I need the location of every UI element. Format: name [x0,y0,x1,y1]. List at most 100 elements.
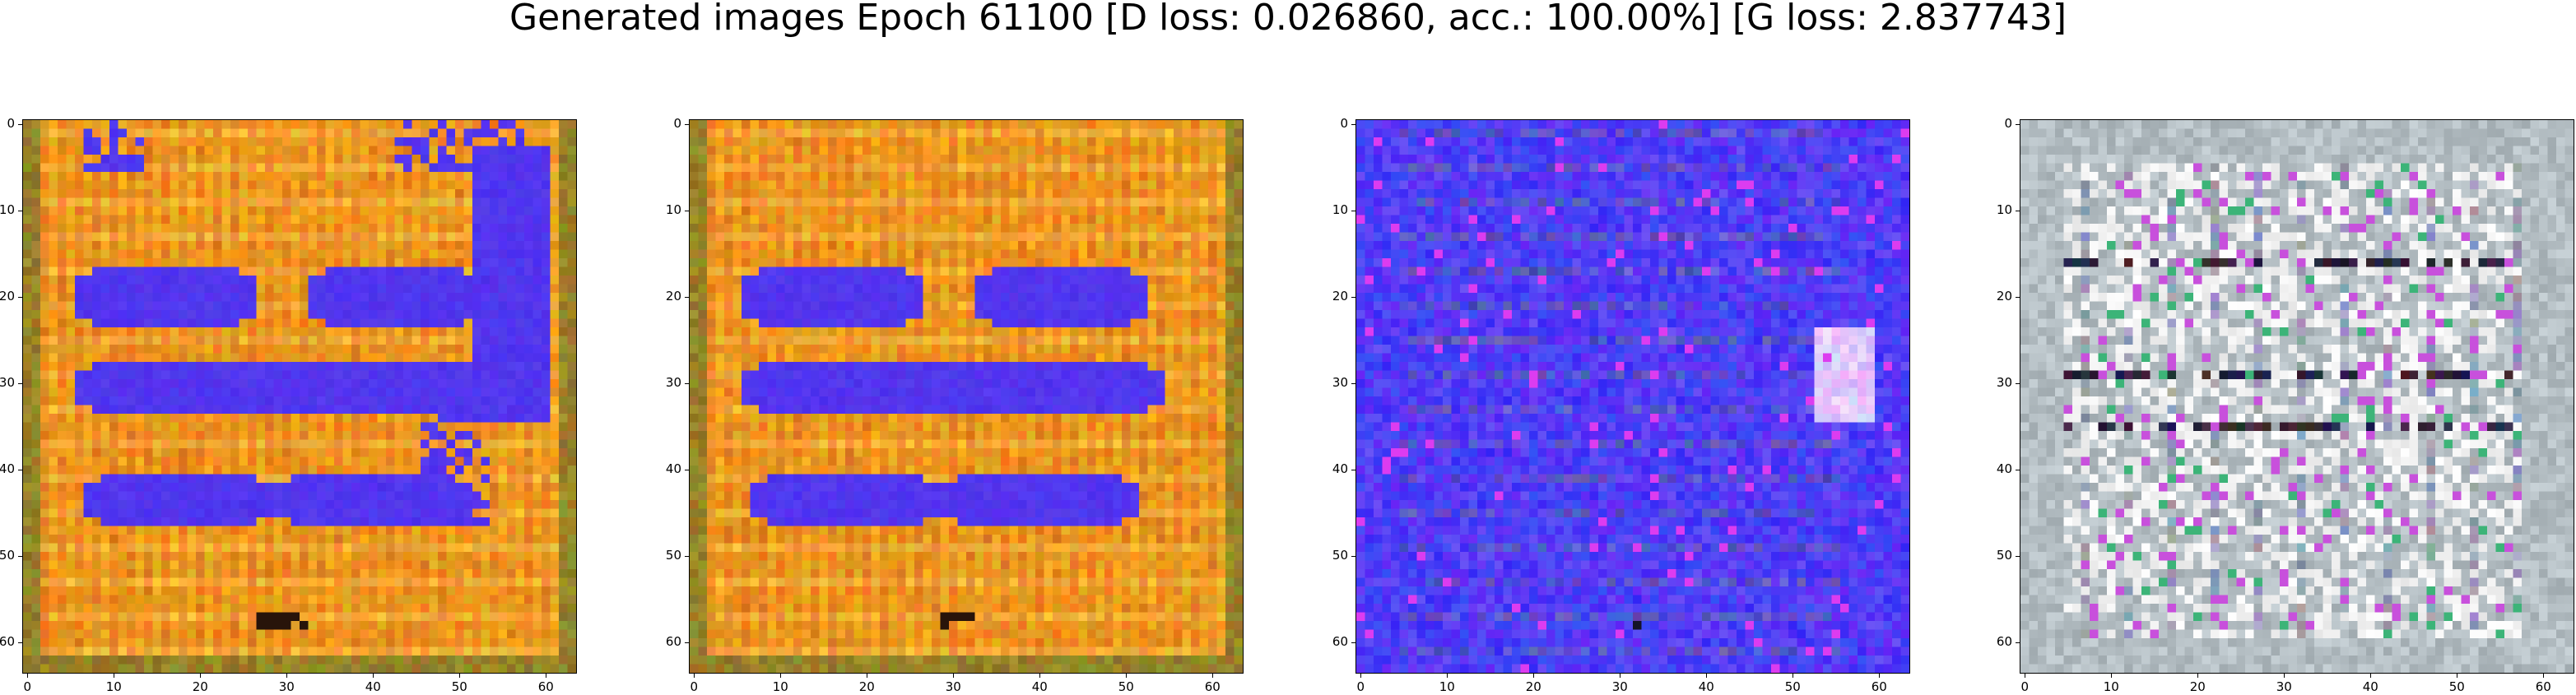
x-tick-label: 10 [2103,679,2119,694]
x-tick [2283,673,2285,678]
x-tick-label: 20 [1525,679,1541,694]
y-tick [2016,555,2020,557]
x-tick [1125,673,1127,678]
x-tick [1532,673,1534,678]
x-tick [458,673,460,678]
x-tick-label: 10 [1439,679,1455,694]
generated-image-4 [2020,120,2574,673]
x-tick-label: 50 [451,679,467,694]
x-tick [1705,673,1707,678]
y-tick [18,382,23,384]
x-tick [1039,673,1040,678]
y-tick-label: 40 [0,461,15,477]
y-tick-label: 10 [665,202,681,218]
x-tick [372,673,374,678]
y-tick-label: 0 [673,116,681,132]
y-tick-label: 60 [1332,634,1348,650]
image-panel-1 [22,119,577,674]
y-tick [685,382,690,384]
x-tick [286,673,287,678]
image-panel-4 [2020,119,2574,674]
y-tick-label: 50 [0,548,15,563]
y-tick-label: 30 [0,375,15,391]
image-panel-2 [689,119,1244,674]
y-tick-label: 0 [2004,116,2012,132]
x-tick-label: 10 [105,679,122,694]
y-tick-label: 60 [665,634,681,650]
x-tick [2542,673,2544,678]
y-tick-label: 60 [1996,634,2012,650]
y-tick-label: 30 [665,375,681,391]
y-tick [685,296,690,298]
generated-image-1 [23,120,576,673]
x-tick-label: 30 [2276,679,2292,694]
x-tick [1211,673,1213,678]
x-tick [779,673,781,678]
y-tick [685,642,690,643]
y-tick [1351,296,1356,298]
y-tick-label: 30 [1332,375,1348,391]
image-panel-3 [1355,119,1910,674]
y-tick-label: 40 [665,461,681,477]
x-tick [2110,673,2112,678]
x-tick [26,673,28,678]
x-tick-label: 30 [945,679,961,694]
y-tick [685,123,690,125]
y-tick-label: 10 [0,202,15,218]
x-tick [952,673,954,678]
x-tick-label: 60 [2535,679,2551,694]
x-tick-label: 40 [1031,679,1048,694]
y-tick [1351,382,1356,384]
x-tick-label: 60 [1204,679,1221,694]
x-tick-label: 20 [2189,679,2206,694]
figure-title: Generated images Epoch 61100 [D loss: 0.… [509,0,2067,39]
generated-image-3 [1356,120,1909,673]
y-tick [685,555,690,557]
x-tick-label: 0 [23,679,32,694]
x-tick-label: 40 [2362,679,2378,694]
x-tick-label: 60 [537,679,554,694]
y-tick-label: 10 [1332,202,1348,218]
x-tick [2369,673,2371,678]
x-tick-label: 50 [2448,679,2465,694]
y-tick [1351,642,1356,643]
x-tick-label: 20 [192,679,208,694]
y-tick [18,555,23,557]
y-tick [2016,123,2020,125]
x-tick-label: 40 [1698,679,1714,694]
x-tick [199,673,201,678]
x-tick-label: 0 [2020,679,2030,694]
y-tick-label: 20 [1332,289,1348,304]
y-tick-label: 40 [1332,461,1348,477]
y-tick-label: 50 [1332,548,1348,563]
x-tick [1360,673,1361,678]
y-tick-label: 0 [1340,116,1348,132]
y-tick [1351,555,1356,557]
y-tick-label: 20 [665,289,681,304]
x-tick-label: 30 [1611,679,1628,694]
x-tick-label: 60 [1871,679,1887,694]
y-tick-label: 10 [1996,202,2012,218]
y-tick-label: 50 [1996,548,2012,563]
y-tick-label: 20 [1996,289,2012,304]
y-tick [2016,296,2020,298]
y-tick-label: 0 [7,116,15,132]
y-tick [18,642,23,643]
x-tick-label: 0 [1356,679,1365,694]
generated-image-2 [690,120,1243,673]
y-tick-label: 50 [665,548,681,563]
x-tick-label: 30 [278,679,295,694]
y-tick [18,296,23,298]
x-tick-label: 40 [365,679,381,694]
x-tick [693,673,695,678]
y-tick [2016,382,2020,384]
x-tick [1446,673,1448,678]
x-tick-label: 0 [690,679,699,694]
x-tick-label: 50 [1118,679,1134,694]
y-tick [2016,642,2020,643]
y-tick [18,123,23,125]
x-tick [2197,673,2198,678]
x-tick [1878,673,1880,678]
y-tick-label: 40 [1996,461,2012,477]
